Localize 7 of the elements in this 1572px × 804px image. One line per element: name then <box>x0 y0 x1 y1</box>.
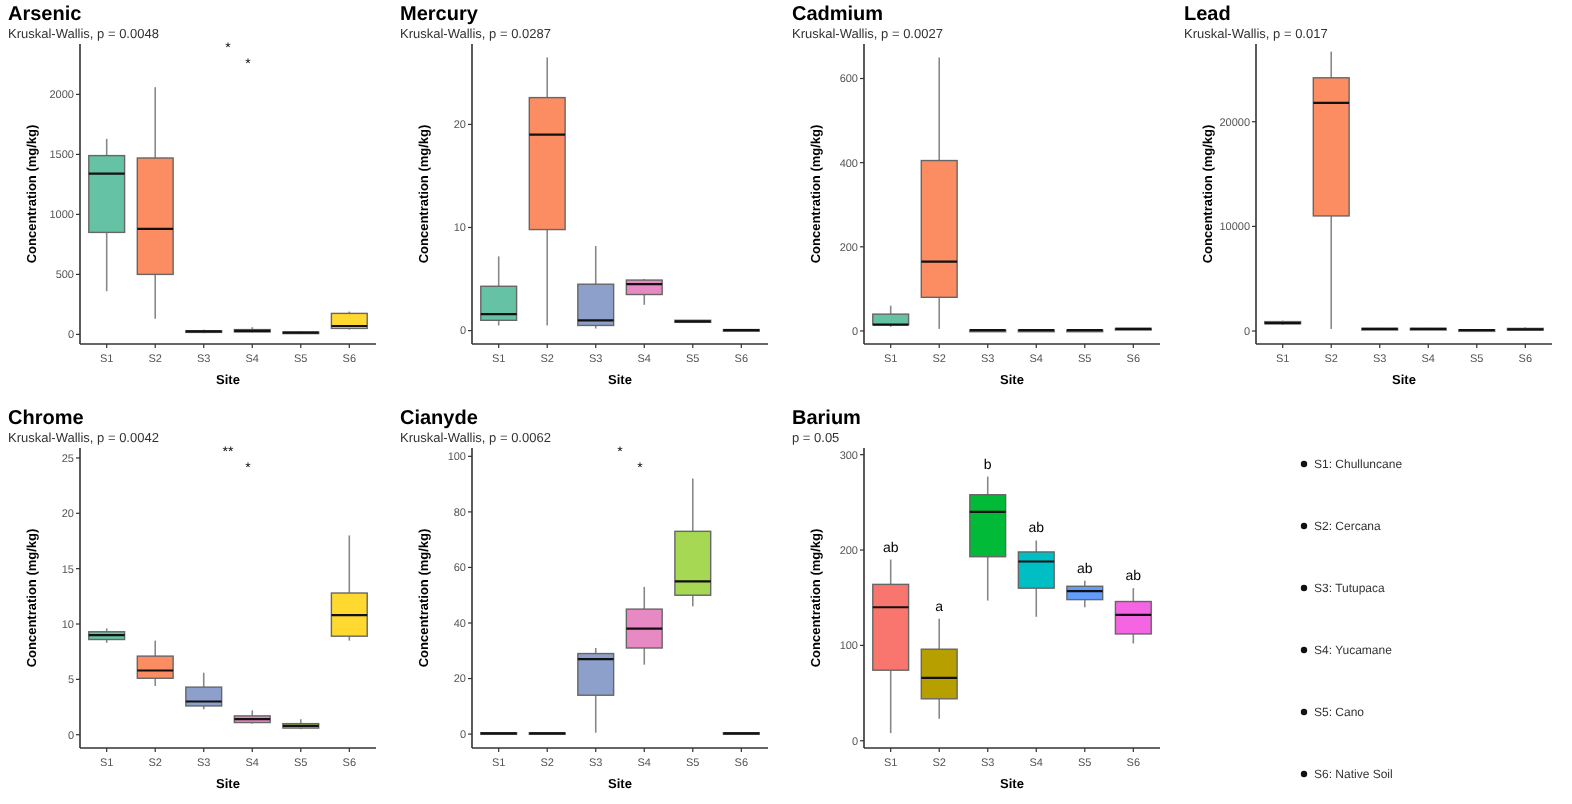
chart-title: Barium <box>792 408 862 430</box>
chart-title: Chrome <box>8 408 85 430</box>
chart-title: Lead <box>1184 4 1231 26</box>
chart-title: Mercury <box>400 4 479 26</box>
chart-title: Cianyde <box>400 408 479 430</box>
chart-title: Cadmium <box>792 4 884 26</box>
chart-title: Arsenic <box>8 4 83 26</box>
